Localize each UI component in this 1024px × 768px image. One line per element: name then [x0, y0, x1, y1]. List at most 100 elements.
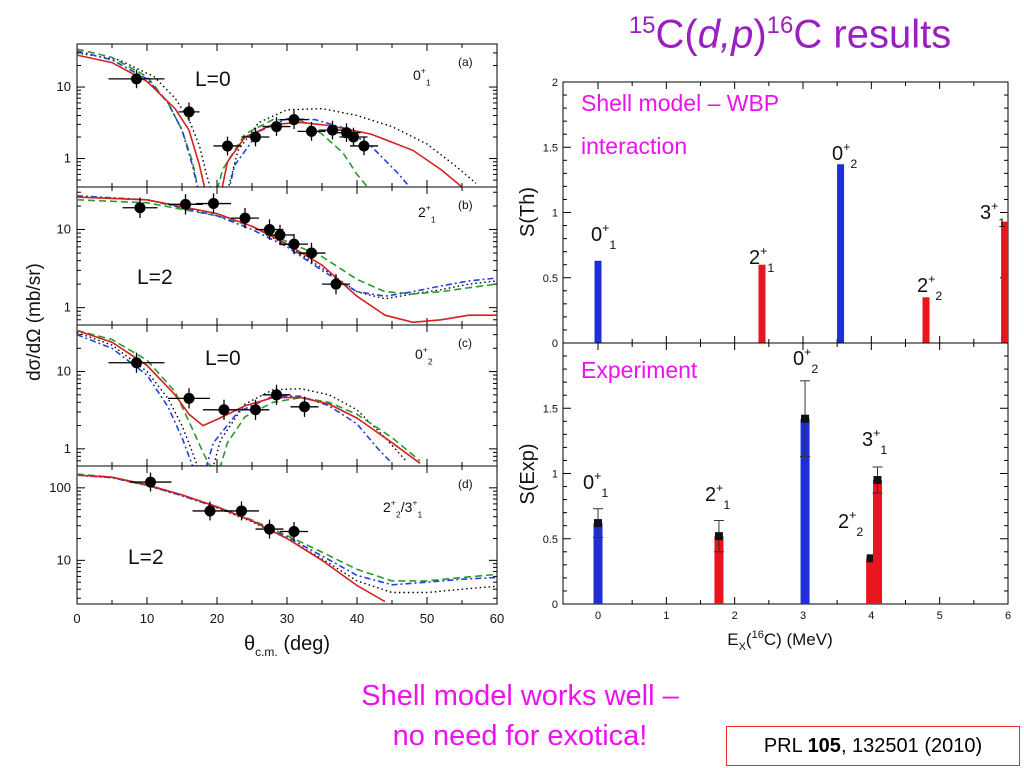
- state-label-b-part: 2: [418, 204, 426, 220]
- title-reaction: d,p: [697, 12, 754, 57]
- experiment-bar-label-4-part: 3: [862, 429, 873, 451]
- theory-bar-label-0-part: 1: [609, 238, 616, 252]
- data-marker: [714, 532, 723, 541]
- y-tick-label: 10: [57, 222, 71, 237]
- x-axis-title-right: EX(16C) (MeV): [727, 629, 833, 653]
- data-point: [204, 505, 216, 517]
- panel-a: 110 L=0 0+1(a): [57, 43, 498, 188]
- panel-frame: [76, 465, 498, 605]
- curve-red: [77, 474, 386, 603]
- state-label-a-part: 0: [413, 67, 421, 83]
- y-tick-label: 0.5: [543, 273, 558, 285]
- curve-blue: [77, 50, 411, 187]
- y-tick-label: 10: [57, 79, 71, 94]
- panel-label-c: (c): [458, 336, 472, 350]
- curves-d: [77, 472, 497, 603]
- curves-b: [77, 193, 497, 324]
- title-mass-16: 16: [766, 12, 794, 39]
- y-axis-title-left: dσ/dΩ (mb/sr): [24, 263, 45, 381]
- data-marker: [801, 414, 810, 423]
- data-point: [288, 114, 300, 126]
- x-tick-label: 60: [490, 611, 504, 626]
- x-tick-label: 10: [140, 611, 154, 626]
- y-tick-label: 1.5: [543, 403, 558, 415]
- panel-experiment: 0 0.5 1 1.5: [543, 342, 1009, 611]
- data-point: [271, 389, 282, 401]
- data-point: [330, 278, 342, 290]
- experiment-bar-label-0-part: 1: [601, 486, 608, 500]
- y-axis-title-experiment: S(Exp): [517, 443, 539, 504]
- y-axis-title-theory: S(Th): [517, 187, 539, 237]
- data-point: [306, 125, 317, 137]
- state-label-d-part: 2: [383, 499, 391, 515]
- state-label-d-part: +: [391, 498, 396, 508]
- curve-red: [77, 54, 463, 187]
- conclusion-line-2: no need for exotica!: [392, 720, 648, 752]
- l-label-b: L=2: [137, 266, 173, 289]
- experiment-annotation: Experiment: [581, 357, 698, 383]
- state-label-c: 0+2: [415, 345, 433, 367]
- title-results: C results: [793, 12, 952, 57]
- experiment-bar-label-3-part: 2: [838, 511, 849, 533]
- y-tick-label: 0: [552, 599, 558, 611]
- x-tick-label-right: 2: [732, 610, 738, 622]
- y-tick-label: 100: [49, 480, 71, 495]
- bar-experiment-1: [714, 536, 724, 604]
- experiment-bar-label-2-part: 0: [793, 348, 804, 370]
- data-point: [239, 212, 251, 224]
- state-label-d: 2+2/3+1: [383, 498, 422, 520]
- bar-theory-2: [837, 164, 845, 343]
- reference-volume: 105: [807, 735, 841, 757]
- panel-theory: 0 0.5 1 1.5 2: [543, 77, 1009, 350]
- y-tick-label: 1: [64, 151, 71, 166]
- x-axis-title-right-part: (: [746, 630, 752, 649]
- panel-frame: [562, 81, 1009, 344]
- bar-experiment-0: [593, 523, 603, 604]
- experiment-bar-label-2-part: 2: [811, 362, 818, 376]
- state-label-a: 0+1: [413, 66, 431, 88]
- bar-theory-1: [758, 264, 766, 343]
- x-axis-title-right-part: E: [727, 630, 738, 649]
- data-point: [348, 131, 359, 143]
- data-point: [288, 525, 300, 537]
- curve-green: [77, 199, 497, 295]
- conclusion-line-1: Shell model works well –: [361, 680, 679, 712]
- theory-bar-label-4: 3+1: [980, 199, 1005, 230]
- state-label-b: 2+1: [418, 203, 436, 225]
- x-tick-label-right: 1: [663, 610, 669, 622]
- state-label-c-part: 0: [415, 346, 423, 362]
- theory-bar-label-1: 2+1: [749, 244, 774, 275]
- experiment-bar-label-3-part: +: [849, 508, 856, 522]
- experiment-bar-label-2-part: +: [804, 345, 811, 359]
- state-label-d-part: 2: [396, 510, 401, 520]
- data-point: [288, 238, 300, 250]
- y-tick-label: 2: [552, 77, 558, 89]
- state-label-a-part: +: [421, 66, 426, 76]
- y-tick-label: 0.5: [543, 534, 558, 546]
- experiment-bar-label-1-part: +: [716, 481, 723, 495]
- bar-experiment-3: [866, 558, 876, 604]
- theory-bar-label-2-part: +: [843, 140, 850, 154]
- x-tick-label: 40: [350, 611, 364, 626]
- theory-bar-label-3-part: 2: [935, 289, 942, 303]
- y-tick-label: 1: [552, 208, 558, 220]
- theory-bar-label-3: 2+2: [917, 272, 942, 303]
- conclusion-text: Shell model works well – no need for exo…: [300, 676, 740, 756]
- state-label-d-part: /3: [401, 499, 413, 515]
- bar-experiment-4: [872, 480, 882, 604]
- data-point: [250, 404, 261, 416]
- state-label-d-part: 1: [417, 510, 422, 520]
- data-point: [271, 121, 282, 133]
- x-axis-title-part: θ: [244, 633, 255, 655]
- theory-bar-label-2-part: 2: [850, 157, 857, 171]
- data-marker: [873, 476, 882, 485]
- theory-bar-label-2-part: 0: [832, 143, 843, 165]
- experiment-bar-label-1-part: 2: [705, 484, 716, 506]
- state-label-b-part: +: [426, 203, 431, 213]
- data-point: [222, 140, 233, 152]
- x-tick-label: 0: [73, 611, 80, 626]
- panel-label-a: (a): [458, 55, 473, 69]
- theory-bar-label-1-part: 1: [767, 261, 774, 275]
- y-tick-label: 1.5: [543, 142, 558, 154]
